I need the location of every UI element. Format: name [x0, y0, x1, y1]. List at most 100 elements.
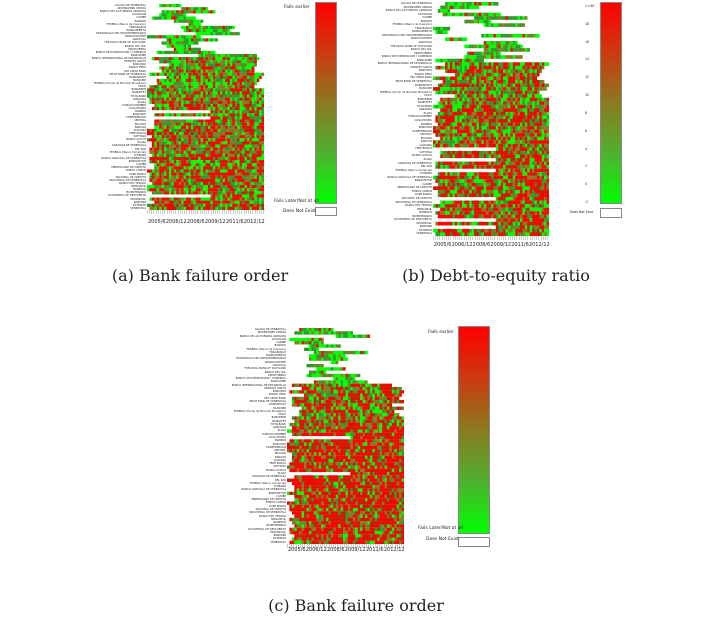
heatmap-cell	[227, 103, 231, 108]
heatmap-cell	[225, 141, 228, 145]
heatmap-cell	[440, 189, 443, 194]
heatmap-cell	[445, 12, 448, 17]
heatmap-cell	[156, 141, 160, 145]
heatmap-cell	[239, 53, 243, 58]
heatmap-cell	[507, 143, 511, 148]
heatmap-cell	[173, 50, 177, 55]
heatmap-cell	[529, 154, 533, 159]
heatmap-cell	[244, 166, 248, 170]
heatmap-cell	[440, 207, 443, 212]
heatmap-cell	[474, 228, 477, 233]
heatmap-cell	[440, 179, 443, 183]
heatmap-cell	[437, 140, 441, 144]
heatmap-cell	[478, 19, 482, 24]
heatmap-cell	[186, 25, 189, 30]
heatmap-cell	[159, 153, 162, 158]
heatmap-cell	[190, 178, 194, 183]
heatmap-cell	[254, 138, 257, 142]
heatmap-cell	[532, 122, 535, 127]
heatmap-cell	[503, 94, 506, 98]
heatmap-cell	[469, 154, 472, 159]
heatmap-cell	[507, 80, 511, 84]
heatmap-cell	[493, 150, 497, 155]
heatmap-cell	[488, 69, 492, 74]
heatmap-cell	[217, 32, 221, 36]
heatmap-cell	[517, 182, 521, 187]
heatmap-cell	[178, 203, 182, 207]
heatmap-cell	[200, 69, 204, 73]
heatmap-cell	[227, 147, 231, 151]
heatmap-cell	[190, 22, 194, 26]
heatmap-cell	[227, 69, 231, 73]
heatmap-cell	[171, 50, 175, 55]
heatmap-cell	[515, 133, 518, 137]
heatmap-cell	[532, 158, 535, 162]
heatmap-cell	[435, 133, 439, 137]
heatmap-cell	[210, 91, 214, 95]
heatmap-cell	[532, 83, 535, 88]
heatmap-cell	[190, 72, 194, 76]
heatmap-cell	[168, 166, 172, 170]
heatmap-cell	[161, 13, 165, 17]
heatmap-cell	[237, 203, 240, 207]
heatmap-cell	[440, 65, 443, 70]
heatmap-cell	[515, 115, 518, 120]
heatmap-cell	[156, 88, 160, 92]
bank-label: BICENTENARIO	[126, 191, 146, 195]
heatmap-cell	[534, 225, 538, 230]
heatmap-cell	[256, 197, 260, 201]
heatmap-cell	[186, 197, 189, 201]
heatmap-cell	[515, 33, 518, 38]
heatmap-cell	[517, 207, 521, 212]
heatmap-cell	[205, 138, 209, 142]
heatmap-cell	[198, 144, 201, 148]
heatmap-cell	[232, 107, 235, 111]
heatmap-cell	[471, 90, 475, 95]
heatmap-cell	[459, 90, 463, 95]
heatmap-cell	[195, 144, 199, 148]
heatmap-cell	[215, 25, 218, 30]
heatmap-cell	[466, 51, 470, 56]
heatmap-cell	[488, 72, 492, 77]
heatmap-cell	[151, 191, 155, 195]
heatmap-cell	[203, 135, 206, 139]
colorbar-tick-b: 8	[585, 110, 588, 115]
heatmap-cell	[210, 144, 214, 148]
heatmap-cell	[476, 58, 480, 63]
heatmap-cell	[512, 44, 516, 49]
heatmap-cell	[237, 91, 240, 95]
heatmap-cell	[483, 76, 487, 81]
heatmap-cell	[510, 69, 513, 74]
heatmap-cell	[442, 122, 446, 127]
heatmap-cell	[246, 188, 250, 192]
heatmap-cell	[447, 189, 451, 194]
heatmap-cell	[500, 115, 504, 120]
heatmap-cell	[544, 133, 547, 137]
heatmap-cell	[254, 181, 257, 186]
heatmap-cell	[512, 90, 516, 95]
heatmap-cell	[517, 161, 521, 166]
heatmap-cell	[507, 33, 511, 38]
heatmap-cell	[539, 179, 542, 183]
heatmap-cell	[503, 186, 506, 191]
heatmap-cell	[447, 175, 451, 180]
heatmap-cell	[491, 182, 494, 187]
heatmap-cell	[188, 72, 192, 76]
heatmap-cell	[442, 119, 446, 123]
heatmap-cell	[205, 75, 209, 80]
heatmap-cell	[478, 65, 482, 70]
heatmap-cell	[193, 91, 196, 95]
heatmap-cell	[232, 53, 235, 58]
heatmap-cell	[437, 175, 441, 180]
heatmap-cell	[261, 197, 264, 201]
heatmap-cell	[232, 122, 235, 126]
heatmap-cell	[198, 191, 201, 195]
heatmap-cell	[229, 110, 233, 114]
heatmap-cell	[249, 206, 253, 210]
heatmap-cell	[227, 175, 231, 179]
heatmap-cell	[254, 72, 257, 76]
heatmap-cell	[161, 175, 165, 179]
heatmap-cell	[481, 115, 484, 120]
heatmap-cell	[539, 154, 542, 159]
heatmap-cell	[212, 203, 216, 207]
